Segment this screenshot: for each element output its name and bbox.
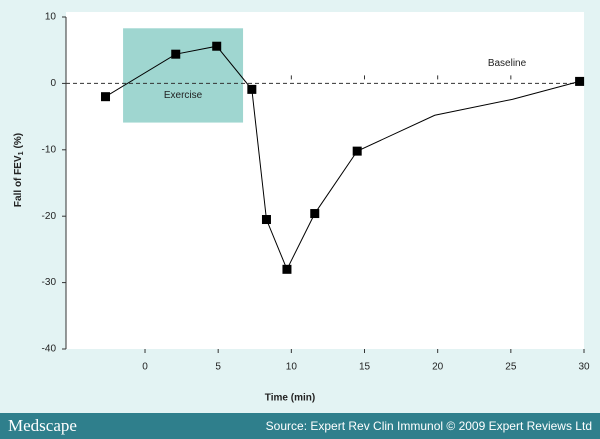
y-tick-label: 0 [50, 78, 56, 89]
exercise-region [123, 28, 244, 123]
x-tick-label: 0 [142, 362, 148, 373]
footer-bar [0, 413, 600, 439]
y-tick-label: -40 [42, 344, 57, 355]
y-axis-label: Fall of FEV1 (%) [13, 133, 25, 207]
data-point [261, 215, 271, 225]
x-tick-label: 15 [359, 362, 371, 373]
data-point [212, 41, 222, 51]
data-point [282, 264, 292, 274]
data-point [171, 49, 181, 59]
y-tick-label: -10 [42, 144, 57, 155]
x-axis-label: Time (min) [265, 393, 315, 404]
source: Source: Expert Rev Clin Immunol © 2009 E… [266, 419, 592, 433]
x-tick-label: 30 [578, 362, 590, 373]
data-point [575, 76, 585, 86]
y-tick-label: 10 [45, 12, 57, 23]
x-tick-label: 25 [505, 362, 517, 373]
region-label: Exercise [164, 90, 203, 101]
y-label-subscript: 1 [18, 151, 25, 155]
x-tick-label: 5 [215, 362, 221, 373]
data-point [310, 209, 320, 219]
y-label-text: Fall of FEV [13, 155, 24, 207]
brand: Medscape [8, 416, 77, 435]
baseline-label: Baseline [488, 58, 527, 69]
data-point [352, 146, 362, 156]
y-tick-label: -20 [42, 211, 57, 222]
data-point [101, 92, 111, 102]
x-tick-label: 10 [286, 362, 298, 373]
y-tick-label: -30 [42, 277, 57, 288]
y-label-suffix: (%) [13, 133, 24, 149]
data-point [247, 84, 257, 94]
x-tick-label: 20 [432, 362, 444, 373]
